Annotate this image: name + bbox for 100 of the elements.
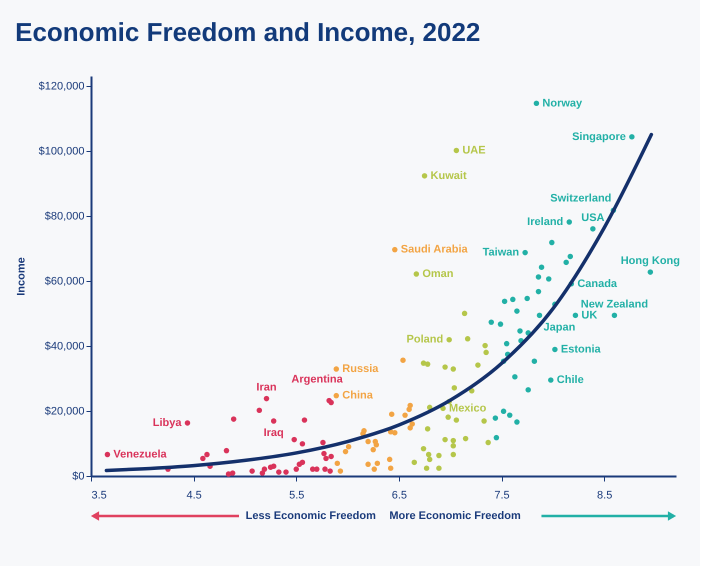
point — [572, 312, 578, 318]
point — [270, 418, 276, 424]
point — [334, 366, 340, 372]
annotation: Saudi Arabia — [400, 244, 469, 256]
point — [452, 385, 458, 391]
y-tick-label: $120,000 — [38, 80, 84, 92]
point — [450, 452, 456, 458]
point — [276, 469, 282, 475]
x-tick-label: 3.5 — [92, 490, 107, 502]
point — [445, 414, 451, 420]
text: Less Economic Freedom — [246, 510, 376, 522]
y-axis-title: Income — [16, 257, 28, 296]
point — [500, 408, 506, 414]
point — [302, 417, 308, 423]
point — [406, 406, 412, 412]
point — [294, 466, 299, 472]
y-tick-label: $100,000 — [38, 145, 84, 158]
annotation: Switzerland — [550, 192, 612, 204]
annotation: Venezuela — [113, 448, 168, 461]
annotation: Hong Kong — [620, 255, 680, 268]
annotation: Kuwait — [430, 170, 467, 182]
point — [426, 404, 432, 410]
point — [568, 254, 574, 260]
point — [485, 440, 491, 446]
point — [450, 366, 456, 372]
point — [424, 361, 430, 367]
point — [386, 456, 392, 462]
point — [436, 465, 442, 471]
point — [264, 396, 270, 402]
point — [204, 452, 210, 458]
point — [454, 148, 460, 154]
point — [522, 250, 528, 256]
point — [283, 469, 289, 475]
point — [536, 288, 542, 294]
point — [412, 460, 418, 466]
point — [549, 240, 555, 246]
annotation: New Zealand — [580, 298, 648, 310]
point — [104, 452, 110, 458]
point — [327, 468, 333, 474]
point — [464, 336, 470, 342]
annotation: Poland — [406, 334, 444, 346]
annotation: Oman — [422, 268, 454, 280]
point — [590, 226, 596, 232]
point — [426, 452, 432, 458]
annotation: Canada — [577, 278, 618, 290]
annotation: Taiwan — [482, 246, 520, 259]
point — [475, 362, 481, 368]
text: More Economic Freedom — [389, 510, 521, 522]
point — [563, 260, 569, 266]
point — [442, 364, 448, 370]
point — [314, 466, 320, 472]
point — [546, 276, 552, 282]
y-tick-label: $0 — [72, 470, 84, 482]
point — [374, 460, 380, 466]
point — [482, 342, 488, 348]
point — [224, 448, 230, 454]
point — [346, 444, 352, 450]
annotation: UK — [581, 309, 598, 322]
point — [321, 450, 327, 456]
point — [536, 274, 542, 280]
chart-title: Economic Freedom and Income, 2022 — [15, 17, 480, 47]
point — [488, 319, 494, 325]
x-tick-label: 7.5 — [494, 490, 510, 502]
point — [648, 269, 654, 275]
point — [462, 310, 468, 316]
point — [256, 408, 262, 414]
point — [512, 374, 518, 380]
annotation: Libya — [152, 416, 182, 429]
point — [388, 411, 394, 417]
point — [450, 438, 456, 444]
point — [483, 350, 489, 356]
annotation: Singapore — [572, 130, 626, 143]
point — [342, 448, 348, 454]
point — [481, 418, 487, 424]
point — [454, 417, 460, 423]
annotation: USA — [581, 212, 605, 224]
point — [629, 134, 635, 140]
point — [492, 415, 498, 421]
y-tick-label: $60,000 — [44, 275, 84, 288]
point — [402, 412, 408, 418]
point — [392, 430, 398, 436]
point — [388, 465, 394, 471]
x-tick-label: 8.5 — [597, 490, 612, 502]
point — [424, 426, 430, 432]
annotation: UAE — [462, 144, 486, 156]
point — [514, 308, 520, 314]
annotation: China — [342, 390, 374, 402]
annotation: Estonia — [560, 343, 602, 356]
point — [612, 312, 618, 318]
point — [469, 388, 474, 394]
point — [507, 412, 512, 418]
point — [230, 416, 236, 422]
point — [320, 440, 326, 446]
point — [365, 462, 371, 468]
point — [370, 446, 376, 452]
point — [374, 442, 380, 448]
point — [532, 358, 538, 364]
point — [498, 321, 504, 327]
point — [334, 460, 340, 466]
y-tick-label: $80,000 — [44, 210, 84, 222]
